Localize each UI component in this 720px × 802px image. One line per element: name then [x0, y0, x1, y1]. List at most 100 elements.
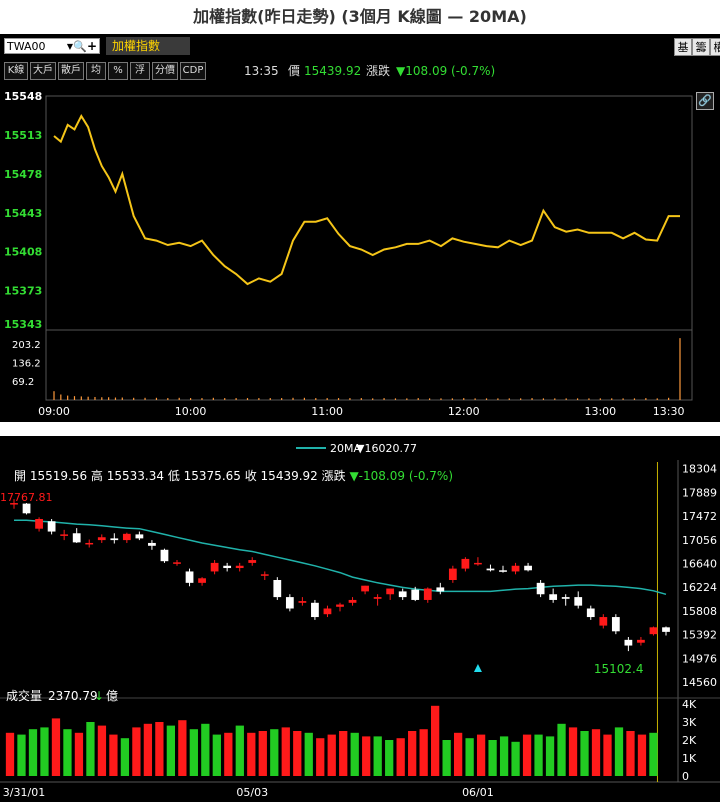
- volume-bar: [465, 738, 474, 776]
- candle: [323, 605, 332, 618]
- candle-body: [536, 582, 545, 595]
- volume-bar: [591, 729, 601, 776]
- volume-bar: [235, 725, 244, 776]
- candle-body: [436, 587, 445, 592]
- candle-body: [486, 568, 495, 571]
- search-icon[interactable]: 🔍: [73, 40, 87, 53]
- candle: [311, 599, 319, 620]
- candle-body: [35, 519, 43, 529]
- page-title: 加權指數(昨日走勢) (3個月 K線圖 — 20MA): [193, 7, 527, 26]
- candle: [248, 557, 257, 566]
- tool-button-percent[interactable]: %: [108, 62, 128, 80]
- candle-body: [22, 503, 31, 514]
- volume-bar: [270, 729, 279, 776]
- price-label: 價: [288, 64, 301, 78]
- add-icon[interactable]: +: [86, 39, 97, 53]
- right-button-1[interactable]: 籌: [692, 38, 710, 56]
- ohlc-part-1: 15519.56: [26, 469, 91, 483]
- volume-bar: [143, 723, 153, 776]
- signal-marker-icon: [473, 664, 482, 672]
- candle: [486, 564, 495, 572]
- candle-body: [223, 565, 232, 569]
- volume-bar: [534, 734, 543, 776]
- intraday-panel: TWA00 ▼ 🔍 + 加權指數 基 籌 權 K線 大戶 散戶 均 % 浮 分價…: [0, 34, 720, 422]
- tool-button-cdp[interactable]: CDP: [180, 62, 206, 80]
- volume-bar: [603, 734, 612, 776]
- volume-bar: [212, 734, 221, 776]
- volume-bar: [316, 738, 325, 776]
- volume-bar: [385, 740, 394, 776]
- x-tick-label-2: 06/01: [462, 786, 494, 799]
- candle: [361, 585, 369, 595]
- volume-y-tick-0: 203.2: [12, 340, 41, 351]
- intraday-chart: 15548 15513 15478 15443 15408 15373 15343 203.2…: [4, 90, 693, 418]
- candle-body: [448, 568, 457, 580]
- tool-button-float[interactable]: 浮: [130, 62, 150, 80]
- ohlc-part-0: 開: [14, 469, 26, 483]
- candle: [198, 577, 206, 586]
- candle-body: [285, 597, 294, 609]
- y-tick-label-9: 14560: [682, 676, 717, 689]
- candle: [511, 562, 520, 575]
- volume-bar: [408, 731, 417, 776]
- candle: [649, 626, 658, 636]
- x-tick-label-0: 3/31/01: [3, 786, 45, 799]
- candle-body: [10, 503, 18, 505]
- time-label: 13:35: [244, 64, 279, 78]
- volume-y-tick-1: 136.2: [12, 359, 41, 370]
- link-icon[interactable]: 🔗: [696, 92, 714, 110]
- x-tick-label-0: 09:00: [38, 405, 70, 418]
- right-button-2[interactable]: 權: [710, 38, 720, 56]
- candle: [336, 602, 344, 612]
- tool-button-big[interactable]: 大戶: [30, 62, 56, 80]
- volume-bar: [649, 732, 658, 776]
- volume-bar: [373, 736, 382, 776]
- candle-body: [135, 534, 144, 539]
- chevron-down-icon[interactable]: ▼: [66, 42, 73, 51]
- candle-body: [260, 574, 269, 576]
- candle: [561, 594, 570, 606]
- price-series-line: [53, 113, 680, 286]
- ohlc-part-5: 15375.65: [180, 469, 245, 483]
- candle: [235, 562, 244, 572]
- candle-body: [386, 588, 395, 595]
- candle-body: [298, 601, 307, 603]
- y-tick-label-4: 15408: [4, 246, 42, 259]
- volume-bar: [453, 732, 463, 776]
- volume-bar: [247, 732, 256, 776]
- candle-body: [122, 533, 131, 541]
- candle-body: [148, 542, 156, 546]
- y-tick-label-3: 17056: [682, 534, 717, 547]
- ma-legend-label: 20MA: [330, 442, 361, 455]
- volume-bar: [132, 727, 141, 776]
- candle: [148, 540, 156, 550]
- tool-button-price-dist[interactable]: 分價: [152, 62, 178, 80]
- right-button-0[interactable]: 基: [674, 38, 692, 56]
- candle: [260, 571, 269, 580]
- candle-body: [361, 585, 369, 592]
- candle-body: [423, 588, 432, 600]
- ma20-line: [14, 519, 667, 596]
- volume-bar: [201, 723, 210, 776]
- y-tick-label-6: 15808: [682, 605, 717, 618]
- tool-button-avg[interactable]: 均: [86, 62, 106, 80]
- index-name-tab[interactable]: 加權指數: [106, 37, 190, 55]
- candle: [72, 528, 81, 543]
- tool-button-kline[interactable]: K線: [4, 62, 28, 80]
- volume-bar: [499, 736, 509, 776]
- volume-bar: [350, 732, 359, 776]
- candle: [423, 587, 432, 603]
- candle: [185, 568, 194, 587]
- candle-body: [198, 578, 206, 583]
- volume-y-tick-0: 4K: [682, 698, 697, 711]
- candle: [624, 637, 633, 652]
- volume-bar: [304, 732, 313, 776]
- x-tick-label-3: 12:00: [448, 405, 480, 418]
- volume-bar: [568, 727, 578, 776]
- candle: [47, 519, 56, 535]
- tool-button-retail[interactable]: 散戶: [58, 62, 84, 80]
- volume-bar: [637, 734, 647, 776]
- candle: [461, 557, 470, 572]
- symbol-input[interactable]: TWA00 ▼ 🔍 +: [4, 38, 100, 54]
- candle-body: [649, 627, 658, 635]
